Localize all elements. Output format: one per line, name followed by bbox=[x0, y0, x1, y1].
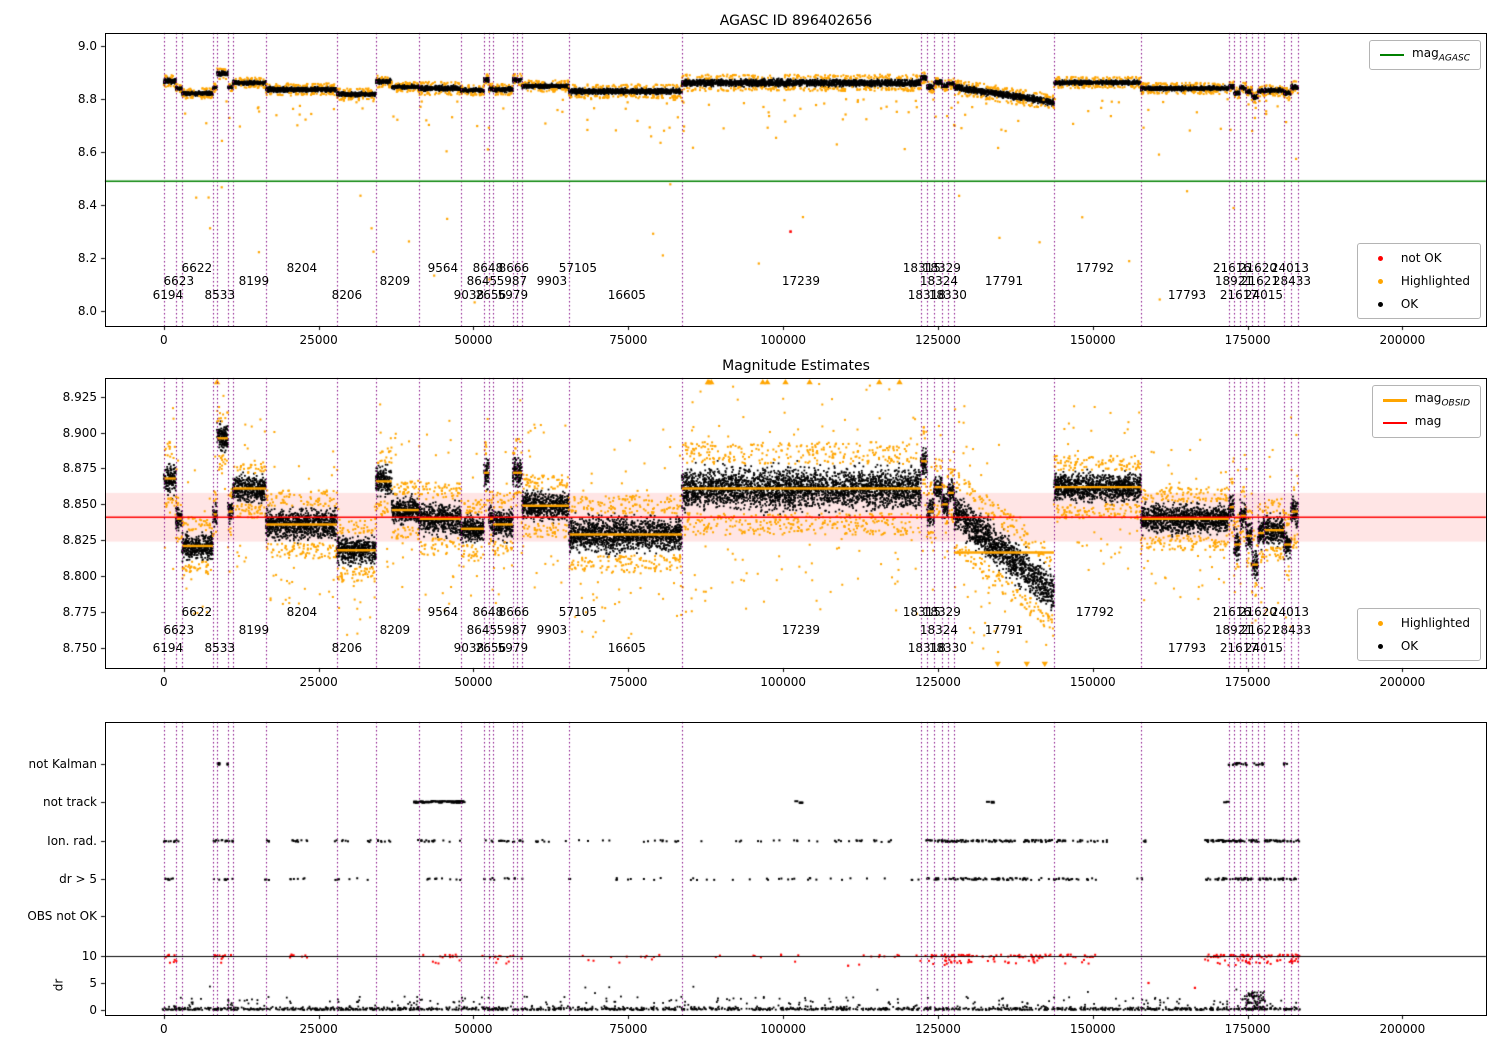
legend-label-ok-2: OK bbox=[1400, 639, 1419, 653]
legend-item-highlighted: Highlighted bbox=[1368, 272, 1470, 290]
legend-item-ok-2: OK bbox=[1368, 637, 1470, 655]
highlighted-dot-swatch-2 bbox=[1377, 620, 1383, 626]
legend-mag-lines: magOBSID mag bbox=[1371, 385, 1481, 438]
mag-obsid-line-swatch bbox=[1382, 398, 1407, 402]
legend-label-not-ok: not OK bbox=[1400, 251, 1442, 265]
legend-label-ok: OK bbox=[1400, 297, 1419, 311]
legend-label-mag-agasc: magAGASC bbox=[1412, 46, 1470, 64]
plot3-ylabel: dr bbox=[51, 978, 66, 992]
plot2-title: Magnitude Estimates bbox=[722, 358, 870, 374]
legend-mag-agasc: magAGASC bbox=[1369, 40, 1481, 70]
legend-label-mag-obsid: magOBSID bbox=[1414, 391, 1470, 409]
legend-item-mag-agasc: magAGASC bbox=[1380, 46, 1470, 64]
legend-plot1-points: not OK Highlighted OK bbox=[1356, 243, 1481, 319]
legend-label-highlighted: Highlighted bbox=[1400, 274, 1470, 288]
legend-item-highlighted-2: Highlighted bbox=[1368, 614, 1470, 632]
highlighted-dot-swatch bbox=[1377, 278, 1383, 284]
legend-label-highlighted-2: Highlighted bbox=[1400, 616, 1470, 630]
mag-agasc-line-swatch bbox=[1380, 54, 1405, 56]
legend-item-mag: mag bbox=[1382, 414, 1470, 432]
legend-item-not-ok: not OK bbox=[1368, 249, 1470, 267]
plot1-title: AGASC ID 896402656 bbox=[719, 13, 873, 29]
ok-dot-swatch-2 bbox=[1377, 643, 1383, 649]
legend-label-mag: mag bbox=[1414, 414, 1442, 429]
legend-item-ok: OK bbox=[1368, 295, 1470, 313]
mag-line-swatch bbox=[1382, 422, 1407, 424]
not-ok-dot-swatch bbox=[1377, 255, 1383, 261]
ok-dot-swatch bbox=[1377, 301, 1383, 307]
legend-item-mag-obsid: magOBSID bbox=[1382, 391, 1470, 409]
legend-plot2-points: Highlighted OK bbox=[1356, 608, 1481, 661]
